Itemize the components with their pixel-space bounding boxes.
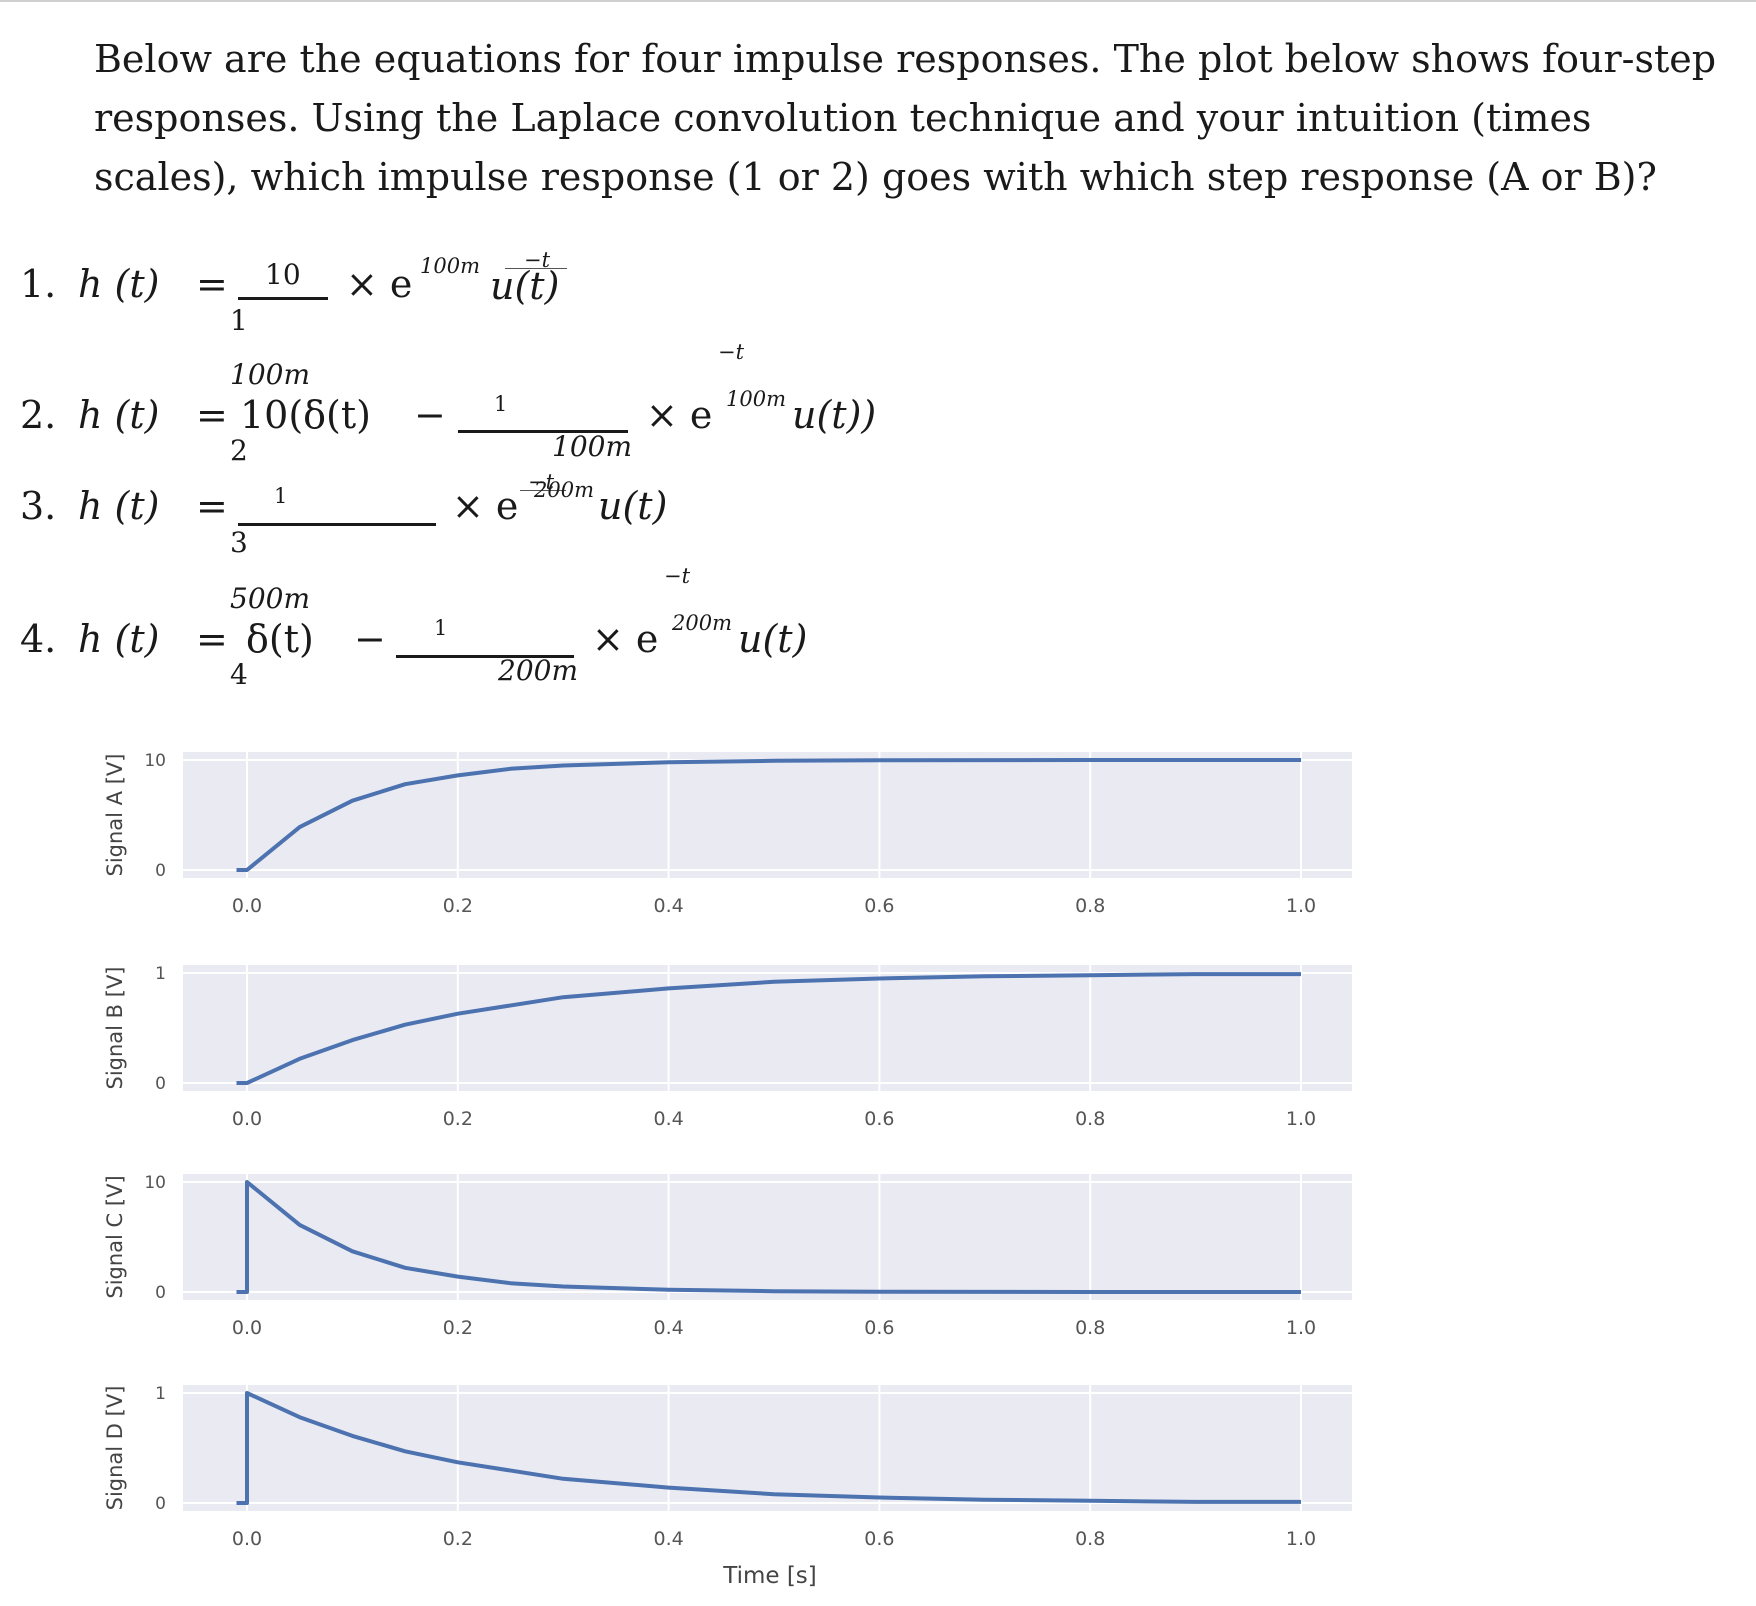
plot-d-xtick-label: 0.6	[864, 1528, 894, 1550]
eq3-subscript: 3	[230, 526, 248, 559]
eq3-lhs: h (t)	[78, 484, 160, 528]
plot-a-xtick-label: 0.2	[443, 895, 473, 917]
plot-d-xlabel: Time [s]	[722, 1563, 817, 1589]
plot-a-xtick-label: 0.8	[1075, 895, 1105, 917]
eq2-lhs: h (t)	[78, 393, 160, 437]
eq2-numerator: 1	[494, 392, 508, 416]
eq3-step: u(t)	[598, 484, 668, 528]
eq4-head: δ(t)	[246, 617, 314, 661]
plot-b-xtick-label: 0.4	[653, 1108, 683, 1130]
plot-d-xtick-label: 0.4	[653, 1528, 683, 1550]
plot-c-series-line	[236, 1180, 1301, 1294]
plot-d-background	[183, 1385, 1352, 1511]
plot-c-xtick-label: 0.0	[232, 1317, 262, 1339]
plot-b-ytick-label: 1	[155, 964, 166, 984]
plot-d-xtick-label: 0.8	[1075, 1528, 1105, 1550]
eq1-numerator: 10	[265, 258, 301, 291]
plot-c-xtick-label: 0.2	[443, 1317, 473, 1339]
question-text: Below are the equations for four impulse…	[94, 37, 1717, 199]
plot-b-xtick-label: 1.0	[1286, 1108, 1316, 1130]
eq1-number: 1.	[20, 262, 57, 306]
plot-a-xtick-label: 0.0	[232, 895, 262, 917]
plot-a-background	[183, 752, 1352, 878]
eq4-number: 4.	[20, 617, 57, 661]
plot-c-xtick-label: 0.4	[653, 1317, 683, 1339]
eq4-step: u(t)	[738, 617, 808, 661]
eq4-denominator: 200m	[498, 654, 578, 687]
eq2-head: 10(δ(t)	[240, 393, 371, 437]
eq3-numerator: 1	[274, 484, 288, 508]
plot-d-series-line	[236, 1391, 1301, 1505]
eq3-exponent-bar	[520, 490, 566, 491]
eq3-number: 3.	[20, 484, 57, 528]
plot-c-ylabel: Signal C [V]	[103, 1175, 127, 1298]
eq1-step: u(t)	[490, 264, 560, 308]
plot-a-ytick-label: 10	[144, 751, 166, 771]
eq4-exponent-denominator: 200m	[672, 611, 732, 635]
plot-d-xtick-label: 0.2	[443, 1528, 473, 1550]
eq4-exponent-numerator: −t	[664, 564, 691, 588]
eq1-exp-base: × e	[346, 262, 413, 306]
plot-d-ylabel: Signal D [V]	[103, 1386, 127, 1511]
eq1-equals: =	[196, 262, 228, 306]
eq1-exponent-denominator: 100m	[420, 254, 480, 278]
plot-b-xtick-label: 0.2	[443, 1108, 473, 1130]
plot-b-ytick-label: 0	[155, 1074, 166, 1094]
eq2-step: u(t))	[792, 393, 877, 437]
plot-b-xtick-label: 0.6	[864, 1108, 894, 1130]
eq2-denominator: 100m	[552, 430, 632, 463]
eq1-fraction-bar	[238, 297, 328, 300]
plot-a-xtick-label: 0.6	[864, 895, 894, 917]
eq4-subscript: 4	[230, 658, 248, 691]
eq4-numerator: 1	[434, 616, 448, 640]
eq1-denominator: 100m	[230, 358, 310, 391]
plot-c-xtick-label: 0.6	[864, 1317, 894, 1339]
eq2-fraction-bar	[458, 430, 628, 433]
plot-a-xtick-label: 1.0	[1286, 895, 1316, 917]
eq4-minus: −	[354, 617, 386, 661]
eq3-exponent-denominator: 200m	[534, 478, 594, 502]
plot-a-ylabel: Signal A [V]	[103, 754, 127, 877]
eq4-fraction-bar	[396, 655, 574, 658]
plot-b-series-line	[236, 972, 1301, 1085]
plot-a-series-line	[236, 758, 1301, 872]
plot-c-ytick-label: 0	[155, 1283, 166, 1303]
plot-c-xtick-label: 0.8	[1075, 1317, 1105, 1339]
eq2-subscript: 2	[230, 434, 248, 467]
eq1-lhs: h (t)	[78, 262, 160, 306]
eq2-number: 2.	[20, 393, 57, 437]
eq3-equals: =	[196, 484, 228, 528]
plot-b-ylabel: Signal B [V]	[103, 966, 127, 1089]
plot-d-ytick-label: 0	[155, 1494, 166, 1514]
plot-b-background	[183, 965, 1352, 1091]
plot-c-ytick-label: 10	[144, 1173, 166, 1193]
eq3-exp-base: × e	[452, 484, 519, 528]
plot-c-background	[183, 1174, 1352, 1300]
eq2-exponent-numerator: −t	[718, 340, 745, 364]
top-divider	[0, 0, 1756, 2]
plot-a-ytick-label: 0	[155, 861, 166, 881]
eq1-exponent-bar	[505, 268, 567, 269]
eq2-equals: =	[196, 393, 228, 437]
plot-a-xtick-label: 0.4	[653, 895, 683, 917]
eq3-denominator: 500m	[230, 582, 310, 615]
plot-b-xtick-label: 0.0	[232, 1108, 262, 1130]
eq4-exp-base: × e	[592, 617, 659, 661]
eq2-exponent-denominator: 100m	[726, 387, 786, 411]
plot-d-xtick-label: 0.0	[232, 1528, 262, 1550]
eq4-equals: =	[196, 617, 228, 661]
eq2-minus: −	[414, 393, 446, 437]
eq3-fraction-bar	[238, 523, 436, 526]
eq2-exp-base: × e	[646, 393, 713, 437]
plot-b-xtick-label: 0.8	[1075, 1108, 1105, 1130]
eq1-subscript: 1	[230, 304, 248, 337]
plot-c-xtick-label: 1.0	[1286, 1317, 1316, 1339]
eq4-lhs: h (t)	[78, 617, 160, 661]
plot-d-ytick-label: 1	[155, 1384, 166, 1404]
plot-d-xtick-label: 1.0	[1286, 1528, 1316, 1550]
